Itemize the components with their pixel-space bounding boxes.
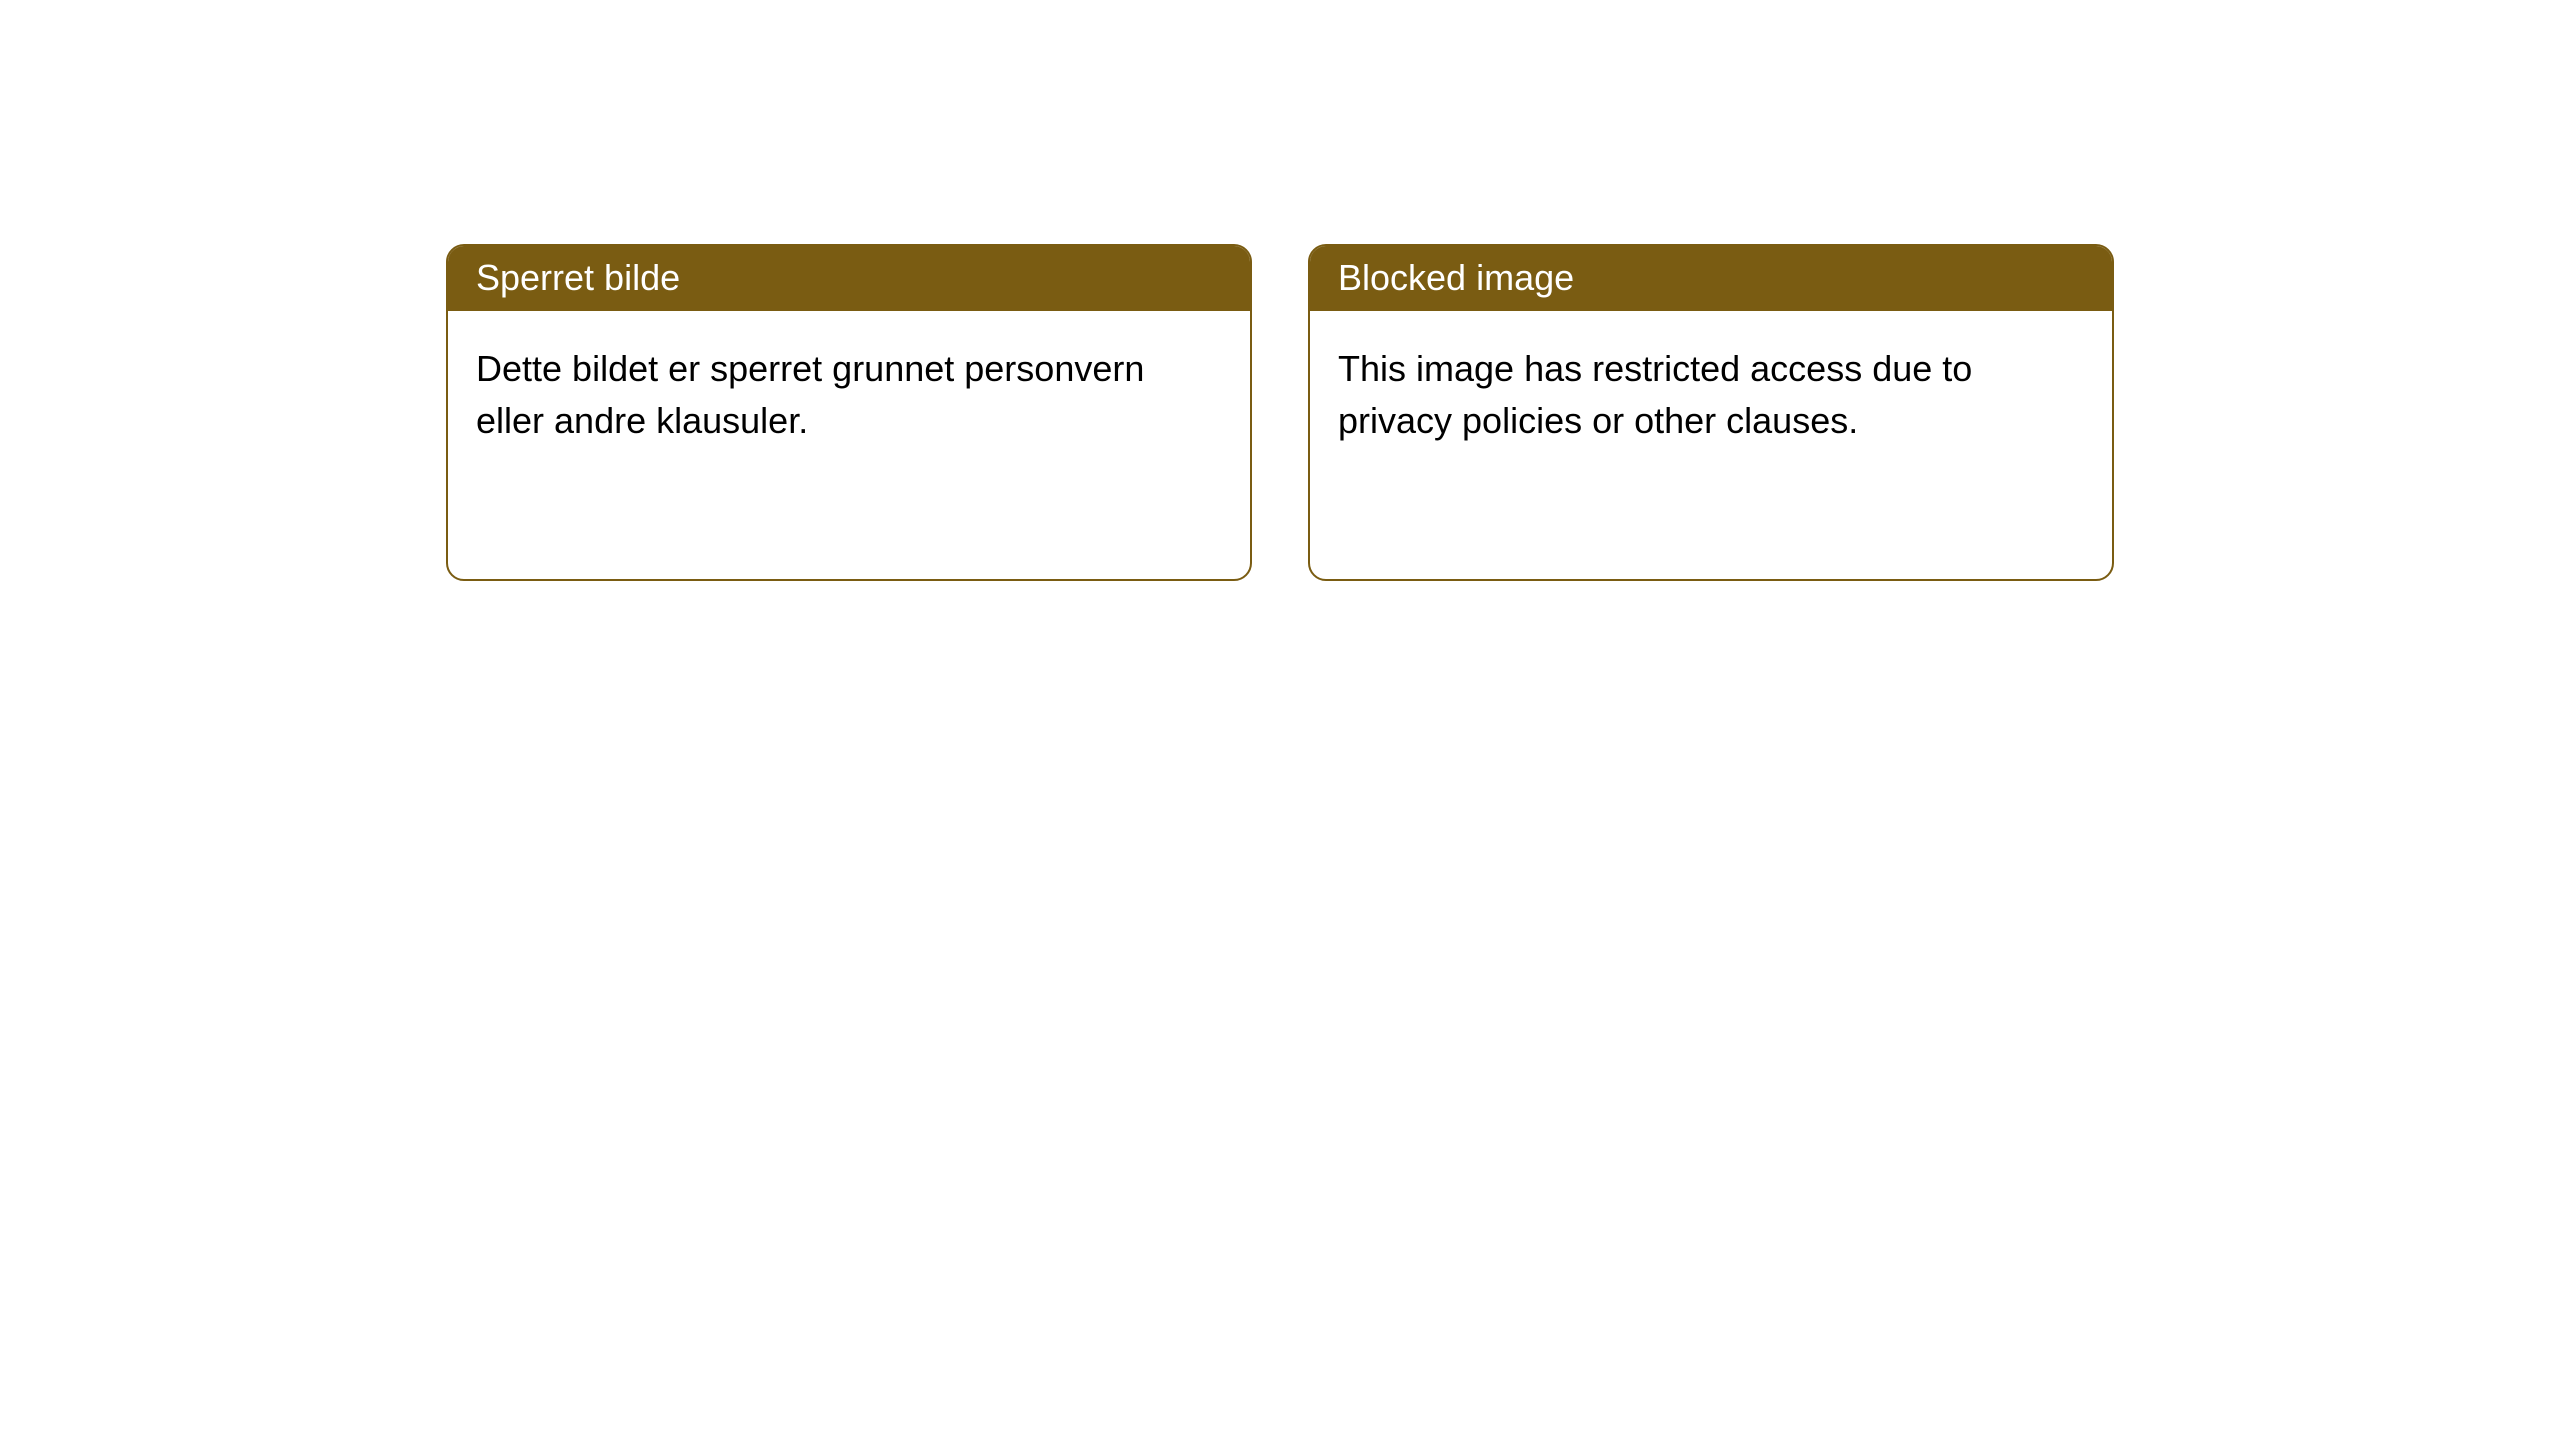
card-body-norwegian: Dette bildet er sperret grunnet personve… — [448, 311, 1250, 479]
blocked-image-card-norwegian: Sperret bilde Dette bildet er sperret gr… — [446, 244, 1252, 581]
card-header-english: Blocked image — [1310, 246, 2112, 311]
blocked-image-card-english: Blocked image This image has restricted … — [1308, 244, 2114, 581]
notice-container: Sperret bilde Dette bildet er sperret gr… — [446, 244, 2114, 1440]
card-body-english: This image has restricted access due to … — [1310, 311, 2112, 479]
card-header-norwegian: Sperret bilde — [448, 246, 1250, 311]
